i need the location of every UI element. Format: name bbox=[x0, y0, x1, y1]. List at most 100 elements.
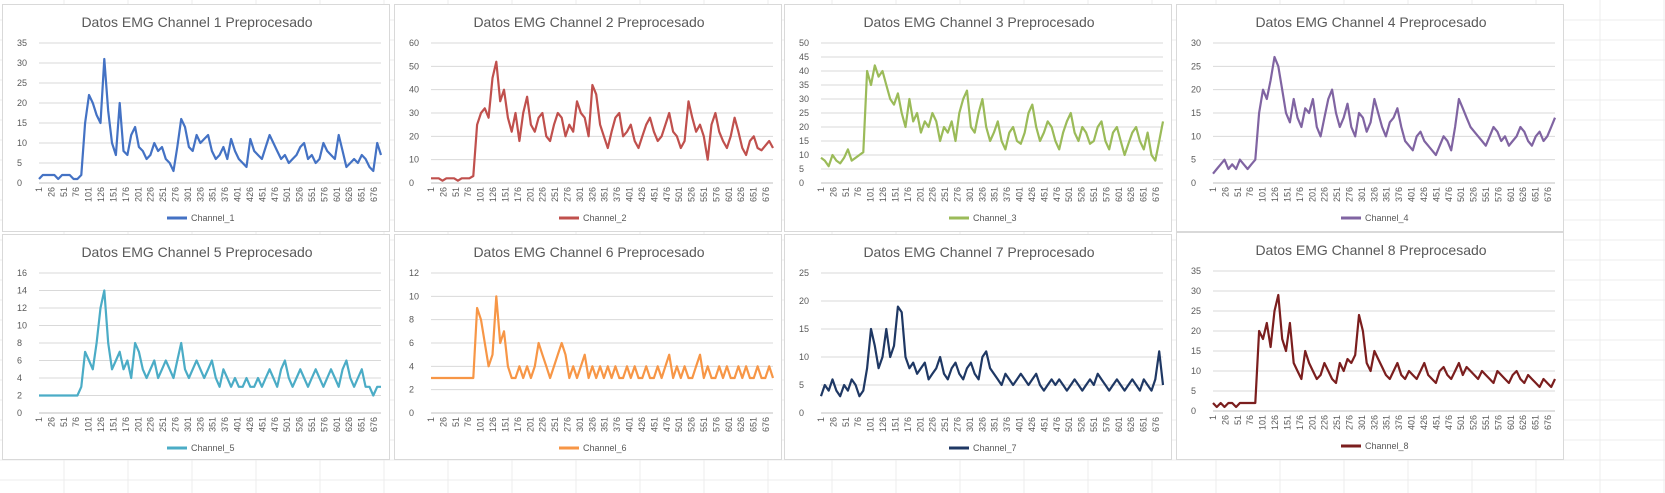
x-tick-label: 51 bbox=[1233, 415, 1243, 425]
x-tick-label: 576 bbox=[319, 417, 329, 432]
x-tick-label: 451 bbox=[1039, 417, 1049, 432]
series-line-channel-2[interactable] bbox=[431, 60, 774, 182]
y-tick-label: 20 bbox=[799, 296, 809, 306]
x-tick-label: 501 bbox=[282, 187, 292, 202]
x-tick-label: 501 bbox=[1064, 187, 1074, 202]
y-tick-label: 4 bbox=[17, 373, 22, 383]
y-tick-label: 5 bbox=[799, 164, 804, 174]
y-tick-label: 45 bbox=[799, 52, 809, 62]
y-tick-label: 5 bbox=[799, 380, 804, 390]
chart-panel-channel-7[interactable]: Datos EMG Channel 7 Preprocesado 0 5 10 15 20… bbox=[784, 234, 1172, 460]
x-tick-label: 176 bbox=[513, 187, 523, 202]
chart-title: Datos EMG Channel 1 Preprocesado bbox=[81, 14, 312, 30]
x-tick-label: 301 bbox=[183, 187, 193, 202]
x-tick-label: 176 bbox=[903, 187, 913, 202]
series-line-channel-1[interactable] bbox=[38, 57, 383, 181]
chart-panel-channel-3[interactable]: Datos EMG Channel 3 Preprocesado 0 5 10 15 20… bbox=[784, 4, 1172, 232]
x-tick-label: 351 bbox=[208, 187, 218, 202]
x-tick-label: 626 bbox=[1518, 415, 1528, 430]
x-tick-label: 401 bbox=[233, 417, 243, 432]
x-tick-label: 76 bbox=[1245, 415, 1255, 425]
series-line-channel-3[interactable] bbox=[820, 64, 1165, 168]
x-tick-label: 401 bbox=[1407, 415, 1417, 430]
x-tick-label: 326 bbox=[1369, 187, 1379, 202]
chart-svg: Datos EMG Channel 6 Preprocesado02468101… bbox=[409, 244, 775, 453]
y-tick-label: 10 bbox=[799, 352, 809, 362]
x-tick-label: 151 bbox=[500, 417, 510, 432]
chart-panel-channel-6[interactable]: Datos EMG Channel 6 Preprocesado 0 2 4 6 8 10 1… bbox=[394, 234, 782, 460]
x-tick-label: 376 bbox=[612, 187, 622, 202]
legend-label: Channel_4 bbox=[1365, 213, 1409, 223]
legend-label: Channel_1 bbox=[191, 213, 235, 223]
y-tick-label: 15 bbox=[1191, 346, 1201, 356]
y-tick-label: 4 bbox=[409, 361, 414, 371]
x-tick-label: 226 bbox=[928, 417, 938, 432]
x-tick-label: 576 bbox=[711, 187, 721, 202]
x-tick-label: 76 bbox=[853, 187, 863, 197]
x-tick-label: 676 bbox=[1151, 417, 1161, 432]
x-tick-label: 651 bbox=[357, 417, 367, 432]
x-tick-label: 151 bbox=[1282, 187, 1292, 202]
y-tick-label: 20 bbox=[409, 131, 419, 141]
x-tick-label: 476 bbox=[1444, 187, 1454, 202]
x-tick-label: 476 bbox=[1444, 415, 1454, 430]
chart-panel-channel-5[interactable]: Datos EMG Channel 5 Preprocesado 0 2 4 6 8 10 1… bbox=[2, 234, 390, 460]
y-tick-label: 35 bbox=[799, 80, 809, 90]
y-tick-label: 10 bbox=[409, 291, 419, 301]
chart-title: Datos EMG Channel 5 Preprocesado bbox=[81, 244, 312, 260]
x-tick-label: 326 bbox=[1369, 415, 1379, 430]
chart-panel-channel-4[interactable]: Datos EMG Channel 4 Preprocesado 0 5 10 15 20… bbox=[1176, 4, 1564, 232]
y-tick-label: 10 bbox=[1191, 366, 1201, 376]
x-tick-label: 76 bbox=[71, 187, 81, 197]
x-tick-label: 126 bbox=[878, 187, 888, 202]
series-line-channel-7[interactable] bbox=[819, 305, 1165, 398]
legend-label: Channel_3 bbox=[973, 213, 1017, 223]
chart-panel-channel-2[interactable]: Datos EMG Channel 2 Preprocesado 0 10 20 30 4… bbox=[394, 4, 782, 232]
x-tick-label: 1 bbox=[1208, 415, 1218, 420]
x-tick-label: 151 bbox=[890, 417, 900, 432]
x-tick-label: 526 bbox=[1469, 187, 1479, 202]
x-tick-label: 376 bbox=[612, 417, 622, 432]
y-tick-label: 0 bbox=[17, 408, 22, 418]
chart-panel-channel-1[interactable]: Datos EMG Channel 1 Preprocesado 0 5 10 15 20… bbox=[2, 4, 390, 232]
x-tick-label: 226 bbox=[538, 187, 548, 202]
series-line-channel-6[interactable] bbox=[431, 295, 775, 380]
series-line-channel-5[interactable] bbox=[39, 289, 381, 397]
x-tick-label: 1 bbox=[34, 417, 44, 422]
x-tick-label: 251 bbox=[158, 417, 168, 432]
y-tick-label: 10 bbox=[17, 321, 27, 331]
chart-panel-channel-8[interactable]: Datos EMG Channel 8 Preprocesado 0 5 10 15 20… bbox=[1176, 232, 1564, 460]
x-tick-label: 526 bbox=[687, 417, 697, 432]
y-tick-label: 6 bbox=[409, 338, 414, 348]
y-tick-label: 50 bbox=[799, 38, 809, 48]
x-tick-label: 126 bbox=[1270, 415, 1280, 430]
y-tick-label: 40 bbox=[799, 66, 809, 76]
x-tick-label: 1 bbox=[1208, 187, 1218, 192]
x-tick-label: 426 bbox=[1419, 187, 1429, 202]
x-tick-label: 526 bbox=[1469, 415, 1479, 430]
x-tick-label: 101 bbox=[84, 417, 94, 432]
y-tick-label: 0 bbox=[799, 408, 804, 418]
x-tick-label: 376 bbox=[1002, 187, 1012, 202]
y-tick-label: 8 bbox=[17, 338, 22, 348]
x-tick-label: 576 bbox=[319, 187, 329, 202]
y-tick-label: 5 bbox=[1191, 155, 1196, 165]
x-tick-label: 351 bbox=[1382, 187, 1392, 202]
x-tick-label: 101 bbox=[476, 187, 486, 202]
x-tick-label: 201 bbox=[133, 417, 143, 432]
y-tick-label: 0 bbox=[409, 178, 414, 188]
y-tick-label: 10 bbox=[17, 138, 27, 148]
series-line-channel-4[interactable] bbox=[1212, 55, 1557, 175]
x-tick-label: 126 bbox=[96, 187, 106, 202]
x-tick-label: 26 bbox=[438, 187, 448, 197]
y-tick-label: 30 bbox=[17, 58, 27, 68]
x-tick-label: 51 bbox=[451, 187, 461, 197]
y-tick-label: 15 bbox=[799, 324, 809, 334]
x-tick-label: 1 bbox=[426, 187, 436, 192]
x-tick-label: 276 bbox=[563, 417, 573, 432]
x-tick-label: 176 bbox=[903, 417, 913, 432]
x-tick-label: 326 bbox=[977, 187, 987, 202]
x-tick-label: 401 bbox=[1407, 187, 1417, 202]
y-tick-label: 25 bbox=[1191, 61, 1201, 71]
series-line-channel-8[interactable] bbox=[1212, 293, 1556, 409]
